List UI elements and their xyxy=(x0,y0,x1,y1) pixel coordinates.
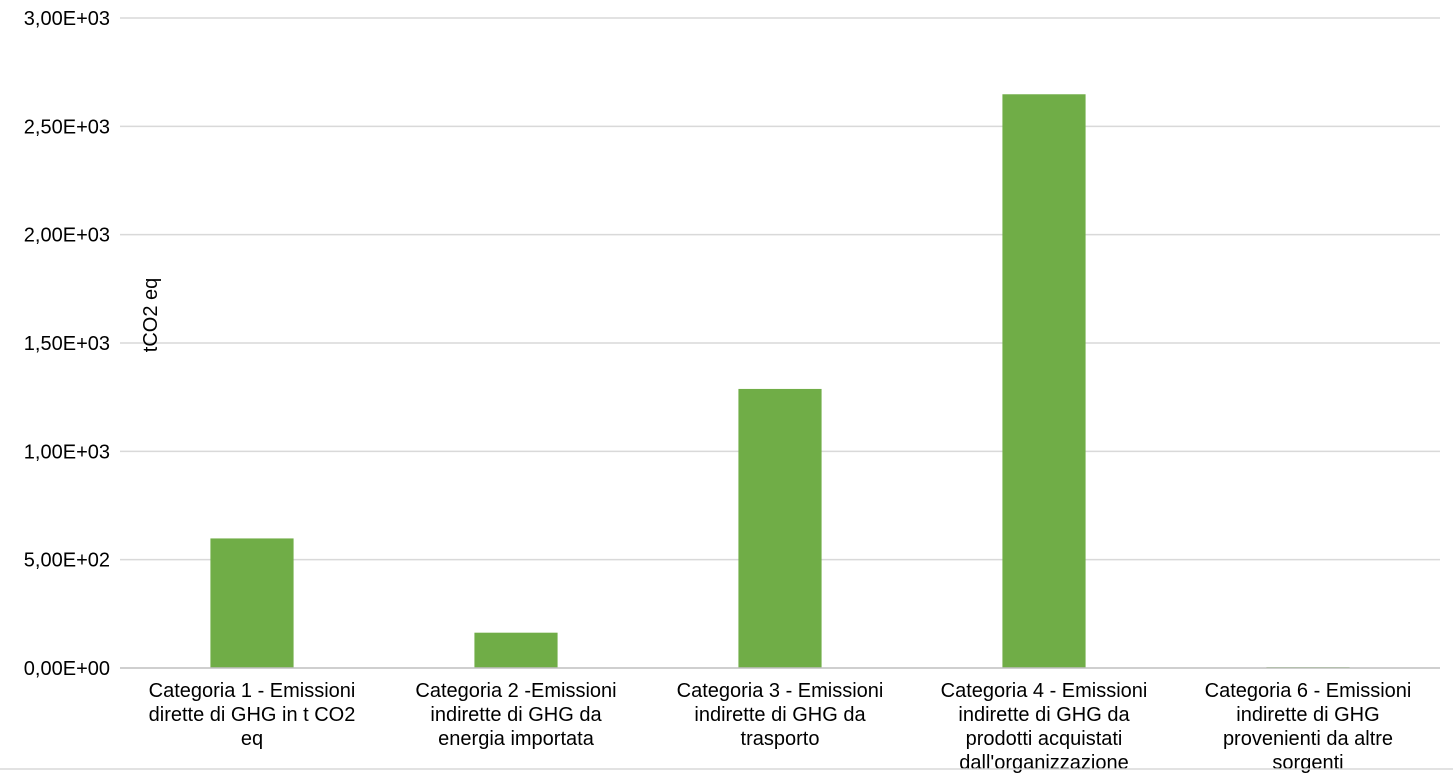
x-category-label: Categoria 1 - Emissioni dirette di GHG in… xyxy=(149,680,356,750)
gridlines xyxy=(120,17,1440,561)
y-tick-label: 2,50E+03 xyxy=(24,116,110,138)
y-tick-label: 0,00E+00 xyxy=(24,658,110,680)
bar xyxy=(474,632,558,668)
bars xyxy=(210,94,1350,669)
bar xyxy=(1002,94,1086,669)
y-tick-label: 1,00E+03 xyxy=(24,441,110,463)
x-category-label: Categoria 4 - Emissioni indirette di GHG … xyxy=(941,680,1148,774)
x-axis-category-labels: Categoria 1 - Emissioni dirette di GHG in… xyxy=(149,680,1412,774)
y-tick-label: 3,00E+03 xyxy=(24,8,110,30)
bar xyxy=(210,538,294,668)
y-tick-label: 1,50E+03 xyxy=(24,333,110,355)
y-tick-label: 2,00E+03 xyxy=(24,225,110,247)
bar xyxy=(738,388,822,668)
x-category-label: Categoria 3 - Emissioni indirette di GHG … xyxy=(677,680,884,750)
y-axis-title: tCO2 eq xyxy=(140,278,162,352)
y-tick-label: 5,00E+02 xyxy=(24,550,110,572)
x-category-label: Categoria 6 - Emissioni indirette di GHG p… xyxy=(1205,680,1412,774)
y-axis-tick-labels: 0,00E+00 5,00E+02 1,00E+03 1,50E+03 2,00E+03… xyxy=(24,8,110,680)
x-category-label: Categoria 2 -Emissioni indirette di GHG d… xyxy=(415,680,616,750)
